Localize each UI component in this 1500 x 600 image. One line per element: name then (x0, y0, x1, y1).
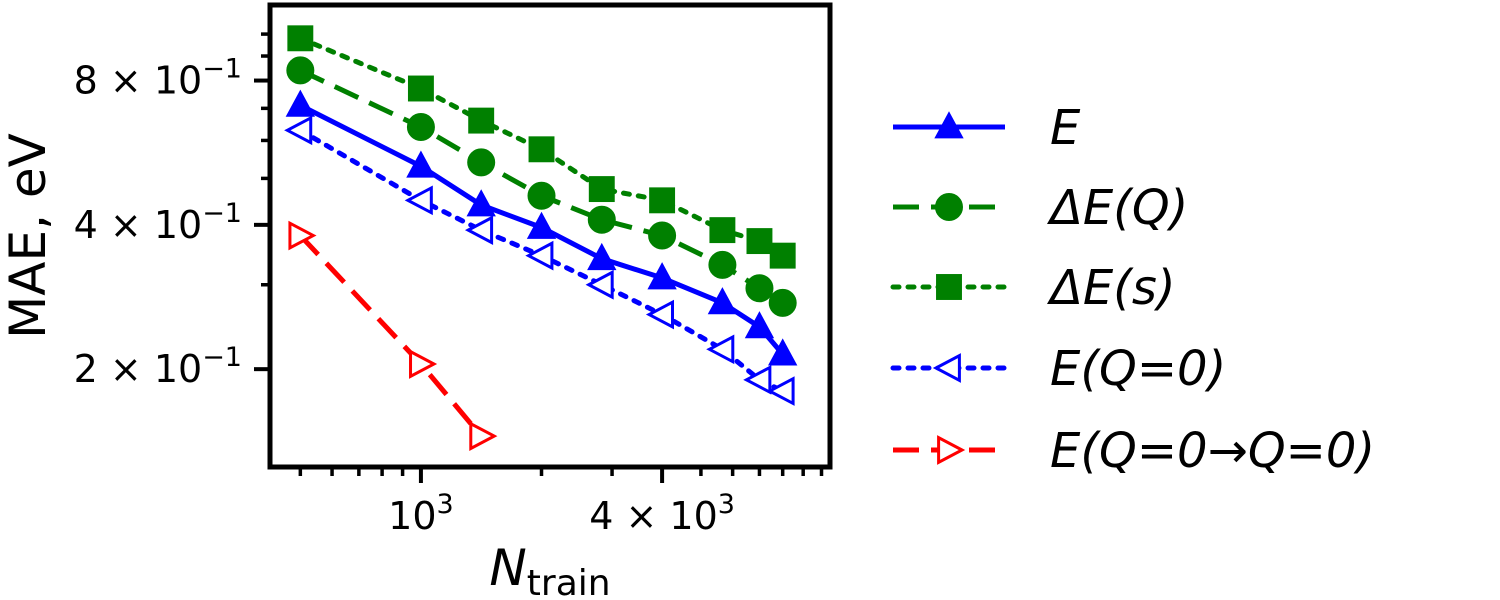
legend-label: E(Q=0) (1050, 341, 1226, 397)
legend-label: E(Q=0→Q=0) (1050, 423, 1375, 479)
series-3 (287, 25, 796, 269)
plot-frame (267, 2, 833, 470)
data-point (526, 211, 557, 239)
legend-marker (936, 274, 962, 300)
y-tick-label: 2 × 10−1 (74, 342, 242, 391)
data-point (588, 176, 615, 203)
legend-item-5: E(Q=0→Q=0) (893, 423, 1375, 479)
data-point (587, 205, 616, 234)
data-point (648, 221, 677, 250)
data-point (766, 376, 795, 406)
legend: E ΔE(Q) ΔE(s) E(Q=0) E(Q=0→Q=0) (890, 100, 1375, 479)
data-point (285, 89, 316, 117)
axes: 103 4 × 103 2 × 10−1 4 × 10−1 8 × 10−1 Ntrain… (0, 2, 833, 600)
y-axis-label: MAE, eV (0, 133, 57, 339)
data-point (585, 269, 614, 300)
plot-area (270, 5, 830, 467)
data-point (286, 56, 315, 85)
data-point (407, 75, 434, 102)
series-4 (284, 115, 795, 406)
data-point (404, 185, 433, 216)
data-point (409, 349, 438, 379)
data-point (647, 262, 677, 290)
data-point (467, 148, 496, 177)
data-point (706, 334, 735, 365)
series-line (299, 68, 785, 305)
data-point (525, 240, 554, 271)
legend-label: ΔE(s) (1046, 260, 1176, 316)
legend-item-4: E(Q=0) (890, 341, 1226, 397)
legend-marker (932, 353, 961, 383)
data-point (708, 250, 737, 279)
data-point (528, 136, 555, 163)
data-point (769, 242, 796, 269)
y-tick-label: 4 × 10−1 (74, 198, 242, 247)
legend-item-2: ΔE(Q) (893, 180, 1188, 236)
data-point (743, 364, 772, 395)
legend-marker (934, 111, 964, 139)
x-tick-label: 4 × 103 (589, 489, 735, 538)
data-point (709, 217, 736, 244)
data-point (288, 220, 317, 251)
data-point (406, 113, 435, 142)
data-point (464, 215, 494, 245)
data-point (466, 189, 496, 217)
data-point (287, 25, 314, 52)
series-2 (286, 56, 797, 317)
data-point (768, 338, 798, 366)
data-point (746, 228, 773, 255)
data-point (744, 311, 775, 339)
data-point (649, 187, 676, 214)
data-point (768, 288, 797, 317)
data-point (469, 421, 498, 451)
series-line (297, 127, 786, 394)
data-point (284, 115, 313, 146)
series-5 (288, 220, 498, 451)
data-point (587, 242, 617, 271)
legend-item-3: ΔE(s) (890, 260, 1176, 316)
legend-marker (935, 193, 963, 221)
legend-item-1: E (893, 100, 1081, 156)
data-point (527, 181, 556, 210)
legend-label: ΔE(Q) (1046, 180, 1188, 236)
legend-label: E (1050, 100, 1081, 156)
data-point (468, 107, 495, 134)
data-point (707, 287, 738, 315)
x-tick-label: 103 (388, 489, 454, 538)
series-1 (285, 89, 798, 366)
data-point (406, 150, 436, 178)
y-tick-label: 8 × 10−1 (74, 54, 242, 103)
legend-marker (937, 435, 966, 465)
data-point (645, 299, 675, 330)
data-point (745, 274, 774, 303)
x-axis-label: Ntrain (489, 539, 610, 600)
